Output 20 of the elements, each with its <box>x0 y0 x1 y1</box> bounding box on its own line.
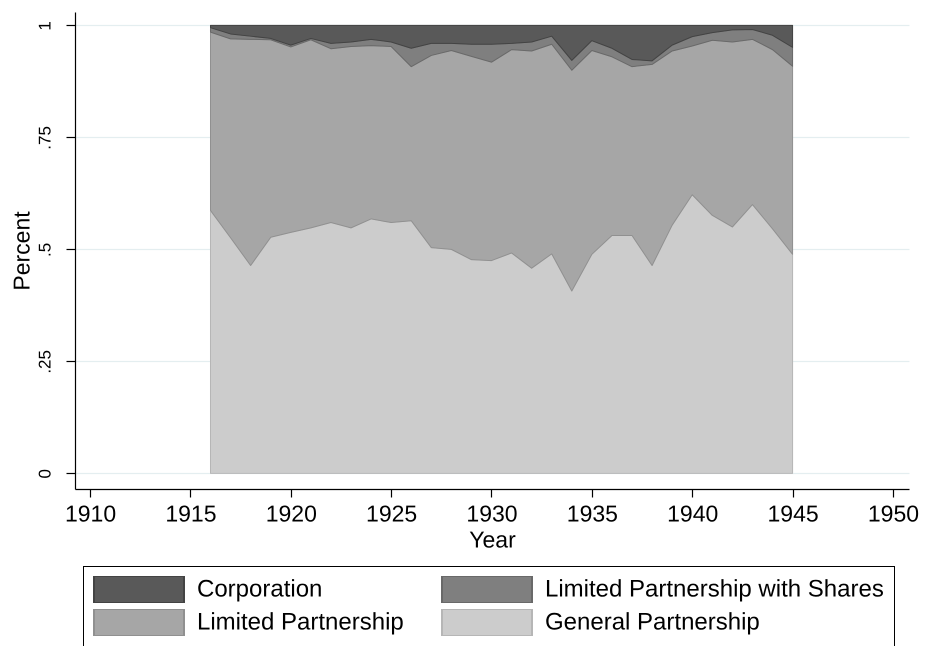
x-tick-label: 1945 <box>767 500 819 526</box>
x-axis-title: Year <box>469 526 516 552</box>
y-tick-label: .25 <box>36 350 54 374</box>
y-tick-label: .5 <box>36 242 54 257</box>
x-tick-label: 1950 <box>868 500 920 526</box>
x-tick-label: 1920 <box>266 500 317 526</box>
y-tick-label: .75 <box>36 126 54 150</box>
x-tick-label: 1935 <box>566 500 618 526</box>
y-tick-label: 1 <box>36 21 54 31</box>
legend-label: Limited Partnership <box>197 608 404 636</box>
x-tick-label: 1940 <box>667 500 718 526</box>
x-tick-label: 1930 <box>466 500 518 526</box>
legend-label: Limited Partnership with Shares <box>545 576 884 602</box>
y-tick-label: 0 <box>36 469 54 479</box>
x-tick-label: 1925 <box>366 500 418 526</box>
x-tick-label: 1915 <box>165 500 216 526</box>
legend-label: Corporation <box>197 576 322 602</box>
x-tick-label: 1910 <box>64 500 116 526</box>
legend-label: General Partnership <box>545 608 760 636</box>
y-axis-title: Percent <box>8 210 34 291</box>
